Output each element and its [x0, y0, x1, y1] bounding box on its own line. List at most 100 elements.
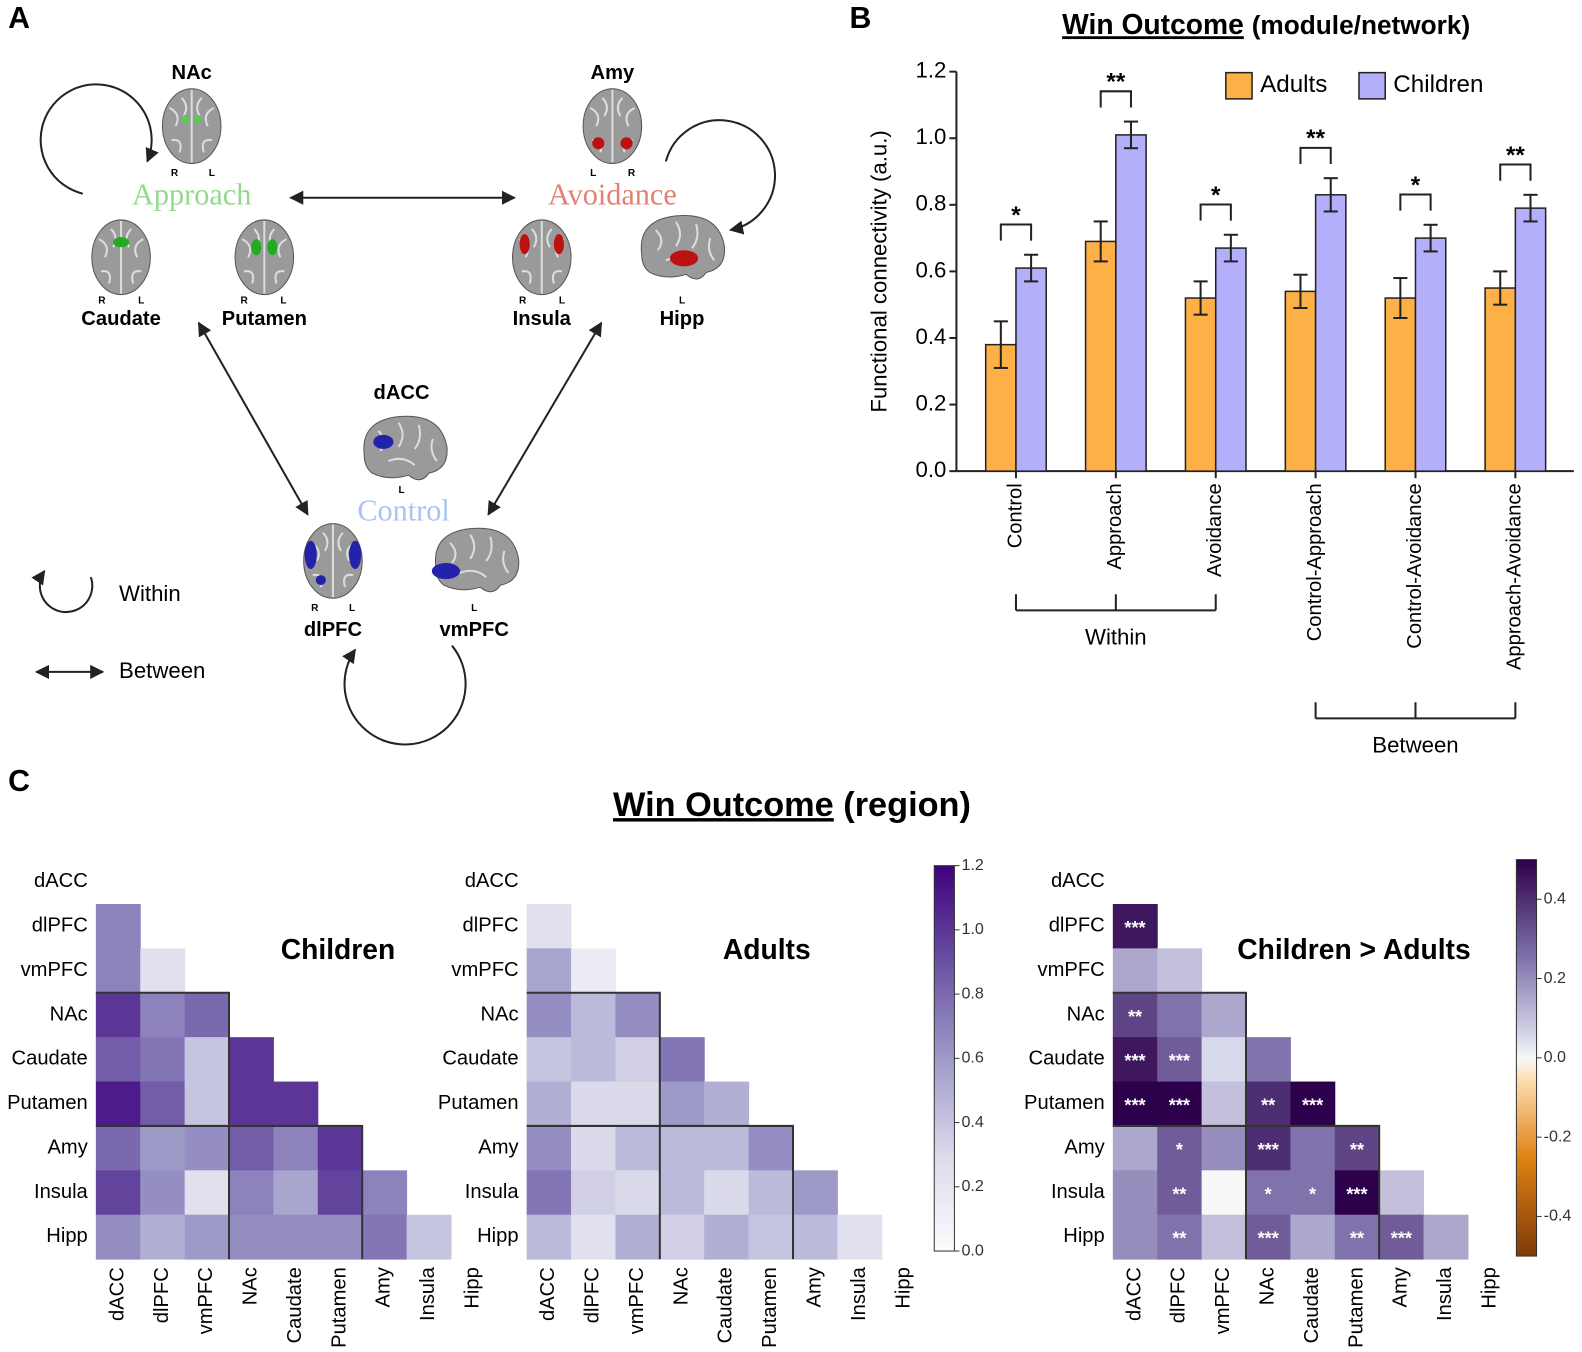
cell — [1201, 1037, 1247, 1083]
column-label: vmPFC — [626, 1267, 648, 1334]
cell — [140, 1037, 186, 1083]
cell — [571, 1170, 616, 1216]
cell — [273, 1170, 319, 1216]
cell — [1379, 1214, 1425, 1260]
column-label: NAc — [240, 1267, 262, 1305]
cell — [1157, 1214, 1203, 1260]
cell-annotation: ** — [1261, 1096, 1276, 1116]
group-bracket — [1314, 702, 1517, 720]
title-sub: (module/network) — [1252, 10, 1471, 40]
cell — [1201, 1081, 1247, 1127]
error-bar — [1493, 270, 1508, 306]
legend-swatch — [1225, 71, 1253, 100]
panel-label: B — [849, 2, 871, 35]
cell — [140, 992, 186, 1038]
error-bar — [1293, 273, 1308, 310]
module-label: Approach — [132, 178, 251, 212]
column-label: dACC — [1123, 1267, 1145, 1321]
region-label: Amy — [591, 62, 635, 84]
cell — [1157, 992, 1203, 1038]
cell-annotation: *** — [1391, 1229, 1413, 1249]
row-label: Amy — [1064, 1136, 1105, 1158]
column-label: Caudate — [1301, 1267, 1323, 1343]
colorbar-tick-label: -0.4 — [1544, 1207, 1572, 1225]
cell — [1334, 1125, 1380, 1171]
cell — [704, 1125, 750, 1171]
bar — [1484, 287, 1517, 472]
row-label: NAc — [480, 1003, 518, 1025]
cell — [273, 1125, 319, 1171]
colorbar — [1515, 859, 1538, 1257]
cell — [526, 1170, 572, 1216]
cell — [1290, 1125, 1336, 1171]
column-label: NAc — [670, 1267, 692, 1305]
column-label: Caudate — [715, 1267, 737, 1343]
cell — [95, 1081, 141, 1127]
error-bar — [1123, 120, 1139, 150]
cell — [571, 1214, 616, 1260]
cell-annotation: *** — [1346, 1184, 1368, 1204]
orientation: R — [628, 168, 636, 179]
cell — [1157, 1125, 1203, 1171]
panel-title: Win Outcome (region) — [613, 786, 971, 824]
row-label: Putamen — [1024, 1092, 1105, 1114]
column-label: Insula — [848, 1266, 870, 1321]
column-label: Putamen — [759, 1267, 781, 1348]
significance-label: ** — [1506, 142, 1525, 169]
cell — [140, 948, 186, 994]
cell — [1157, 1037, 1203, 1083]
legend-label: Within — [119, 581, 181, 606]
cell — [184, 1081, 230, 1127]
cell — [1201, 1125, 1247, 1171]
column-label: Hipp — [462, 1267, 484, 1308]
column-label: Amy — [1390, 1266, 1412, 1307]
cell — [615, 1170, 661, 1216]
orientation: L — [398, 485, 404, 496]
row-label: vmPFC — [1038, 959, 1105, 981]
cell — [1245, 1125, 1291, 1171]
cell — [1379, 1170, 1425, 1216]
cell — [1245, 1037, 1291, 1083]
module-label: Control — [357, 493, 449, 527]
orientation: R — [241, 295, 249, 306]
cell — [229, 1037, 274, 1083]
cell — [317, 1125, 363, 1171]
cell — [229, 1214, 274, 1260]
significance-label: * — [1411, 172, 1421, 199]
orientation: L — [590, 168, 596, 179]
cell — [1423, 1214, 1469, 1260]
cell — [1112, 903, 1158, 949]
cell — [140, 1214, 186, 1260]
row-label: NAc — [50, 1003, 88, 1025]
cell — [1112, 1037, 1158, 1083]
y-tick-label: 0.4 — [916, 324, 947, 349]
significance-bracket — [1199, 203, 1232, 221]
cell — [362, 1170, 408, 1216]
colorbar-tick-label: 1.2 — [961, 856, 983, 874]
bar — [1284, 290, 1317, 472]
column-label: Amy — [804, 1266, 826, 1307]
error-bar — [1223, 233, 1238, 263]
y-tick-label: 0.2 — [916, 390, 947, 415]
cell — [317, 1214, 363, 1260]
region-label: Caudate — [81, 308, 161, 330]
cell — [1201, 1214, 1247, 1260]
cell-annotation: ** — [1172, 1184, 1187, 1204]
error-bar — [993, 320, 1008, 369]
cell — [184, 1037, 230, 1083]
cell — [526, 992, 572, 1038]
title-main: Win Outcome — [613, 786, 834, 824]
row-label: Hipp — [477, 1225, 518, 1247]
cell — [273, 1214, 319, 1260]
x-tick-label: Control-Approach — [1304, 483, 1326, 641]
group-label: Between — [1372, 732, 1458, 757]
cell-annotation: *** — [1258, 1140, 1280, 1160]
region-label: Insula — [513, 308, 572, 330]
column-label: dlPFC — [582, 1267, 604, 1323]
row-label: Insula — [1051, 1181, 1106, 1203]
column-label: dACC — [537, 1267, 559, 1321]
cell — [1334, 1170, 1380, 1216]
heatmap-title: Adults — [723, 933, 811, 965]
error-bar — [1024, 253, 1039, 283]
row-label: dACC — [1051, 870, 1105, 892]
